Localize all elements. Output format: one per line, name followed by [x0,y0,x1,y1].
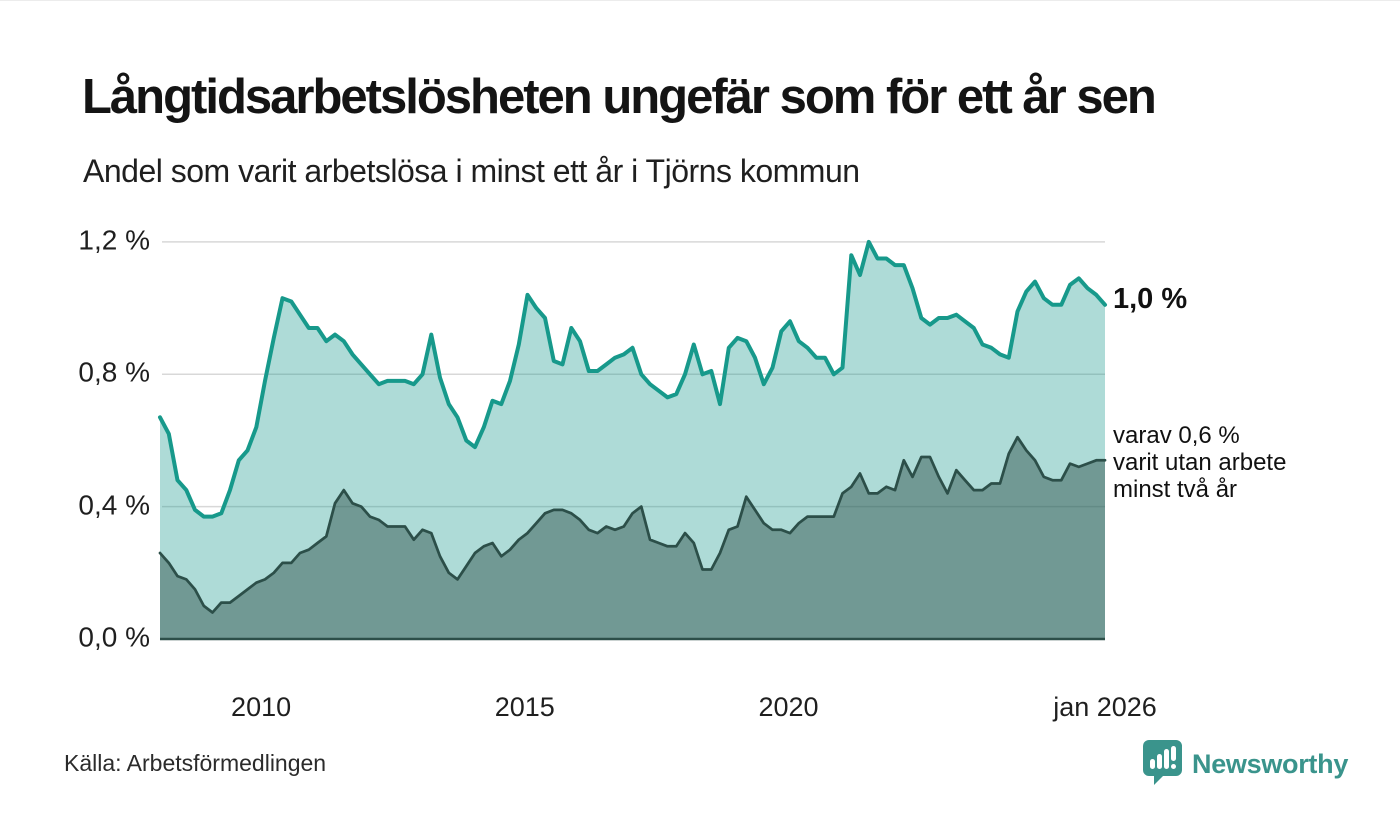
newsworthy-icon [1142,739,1183,790]
page-title: Långtidsarbetslösheten ungefär som för e… [82,70,1157,124]
source-note: Källa: Arbetsförmedlingen [64,750,327,776]
line-minst-tva-ar [158,435,1107,614]
y-tick-label: 0,8 % [78,356,150,388]
x-axis-labels: 2010 2015 2020 jan 2026 [160,692,1157,728]
plot-svg [158,239,1107,641]
line-minst-ett-ar [158,239,1107,519]
series2-annotation: varav 0,6 % varit utan arbete minst två … [1113,422,1286,503]
plot-area [158,231,1107,641]
area-minst-ett-ar [160,241,1105,639]
chart-subtitle: Andel som varit arbetslösa i minst ett å… [83,153,860,189]
brand-name: Newsworthy [1192,749,1349,779]
brand-logo: Newsworthy [1142,739,1348,790]
x-tick-label: 2020 [758,692,819,722]
series1-end-value-label: 1,0 % [1113,283,1188,315]
area-minst-tva-ar [160,437,1105,639]
x-tick-label: jan 2026 [1053,692,1157,722]
y-tick-label: 0,4 % [78,489,150,521]
y-axis-labels: 0,0 % 0,4 % 0,8 % 1,2 % [0,225,150,653]
y-tick-label: 1,2 % [78,224,150,256]
x-tick-label: 2015 [494,692,555,722]
series2-annotation-line1: varav 0,6 % [1113,422,1240,449]
y-tick-label: 0,0 % [78,621,150,653]
x-tick-label: 2010 [231,692,292,722]
series2-annotation-line3: minst två år [1113,476,1238,503]
series2-annotation-line2: varit utan arbete [1113,449,1287,476]
